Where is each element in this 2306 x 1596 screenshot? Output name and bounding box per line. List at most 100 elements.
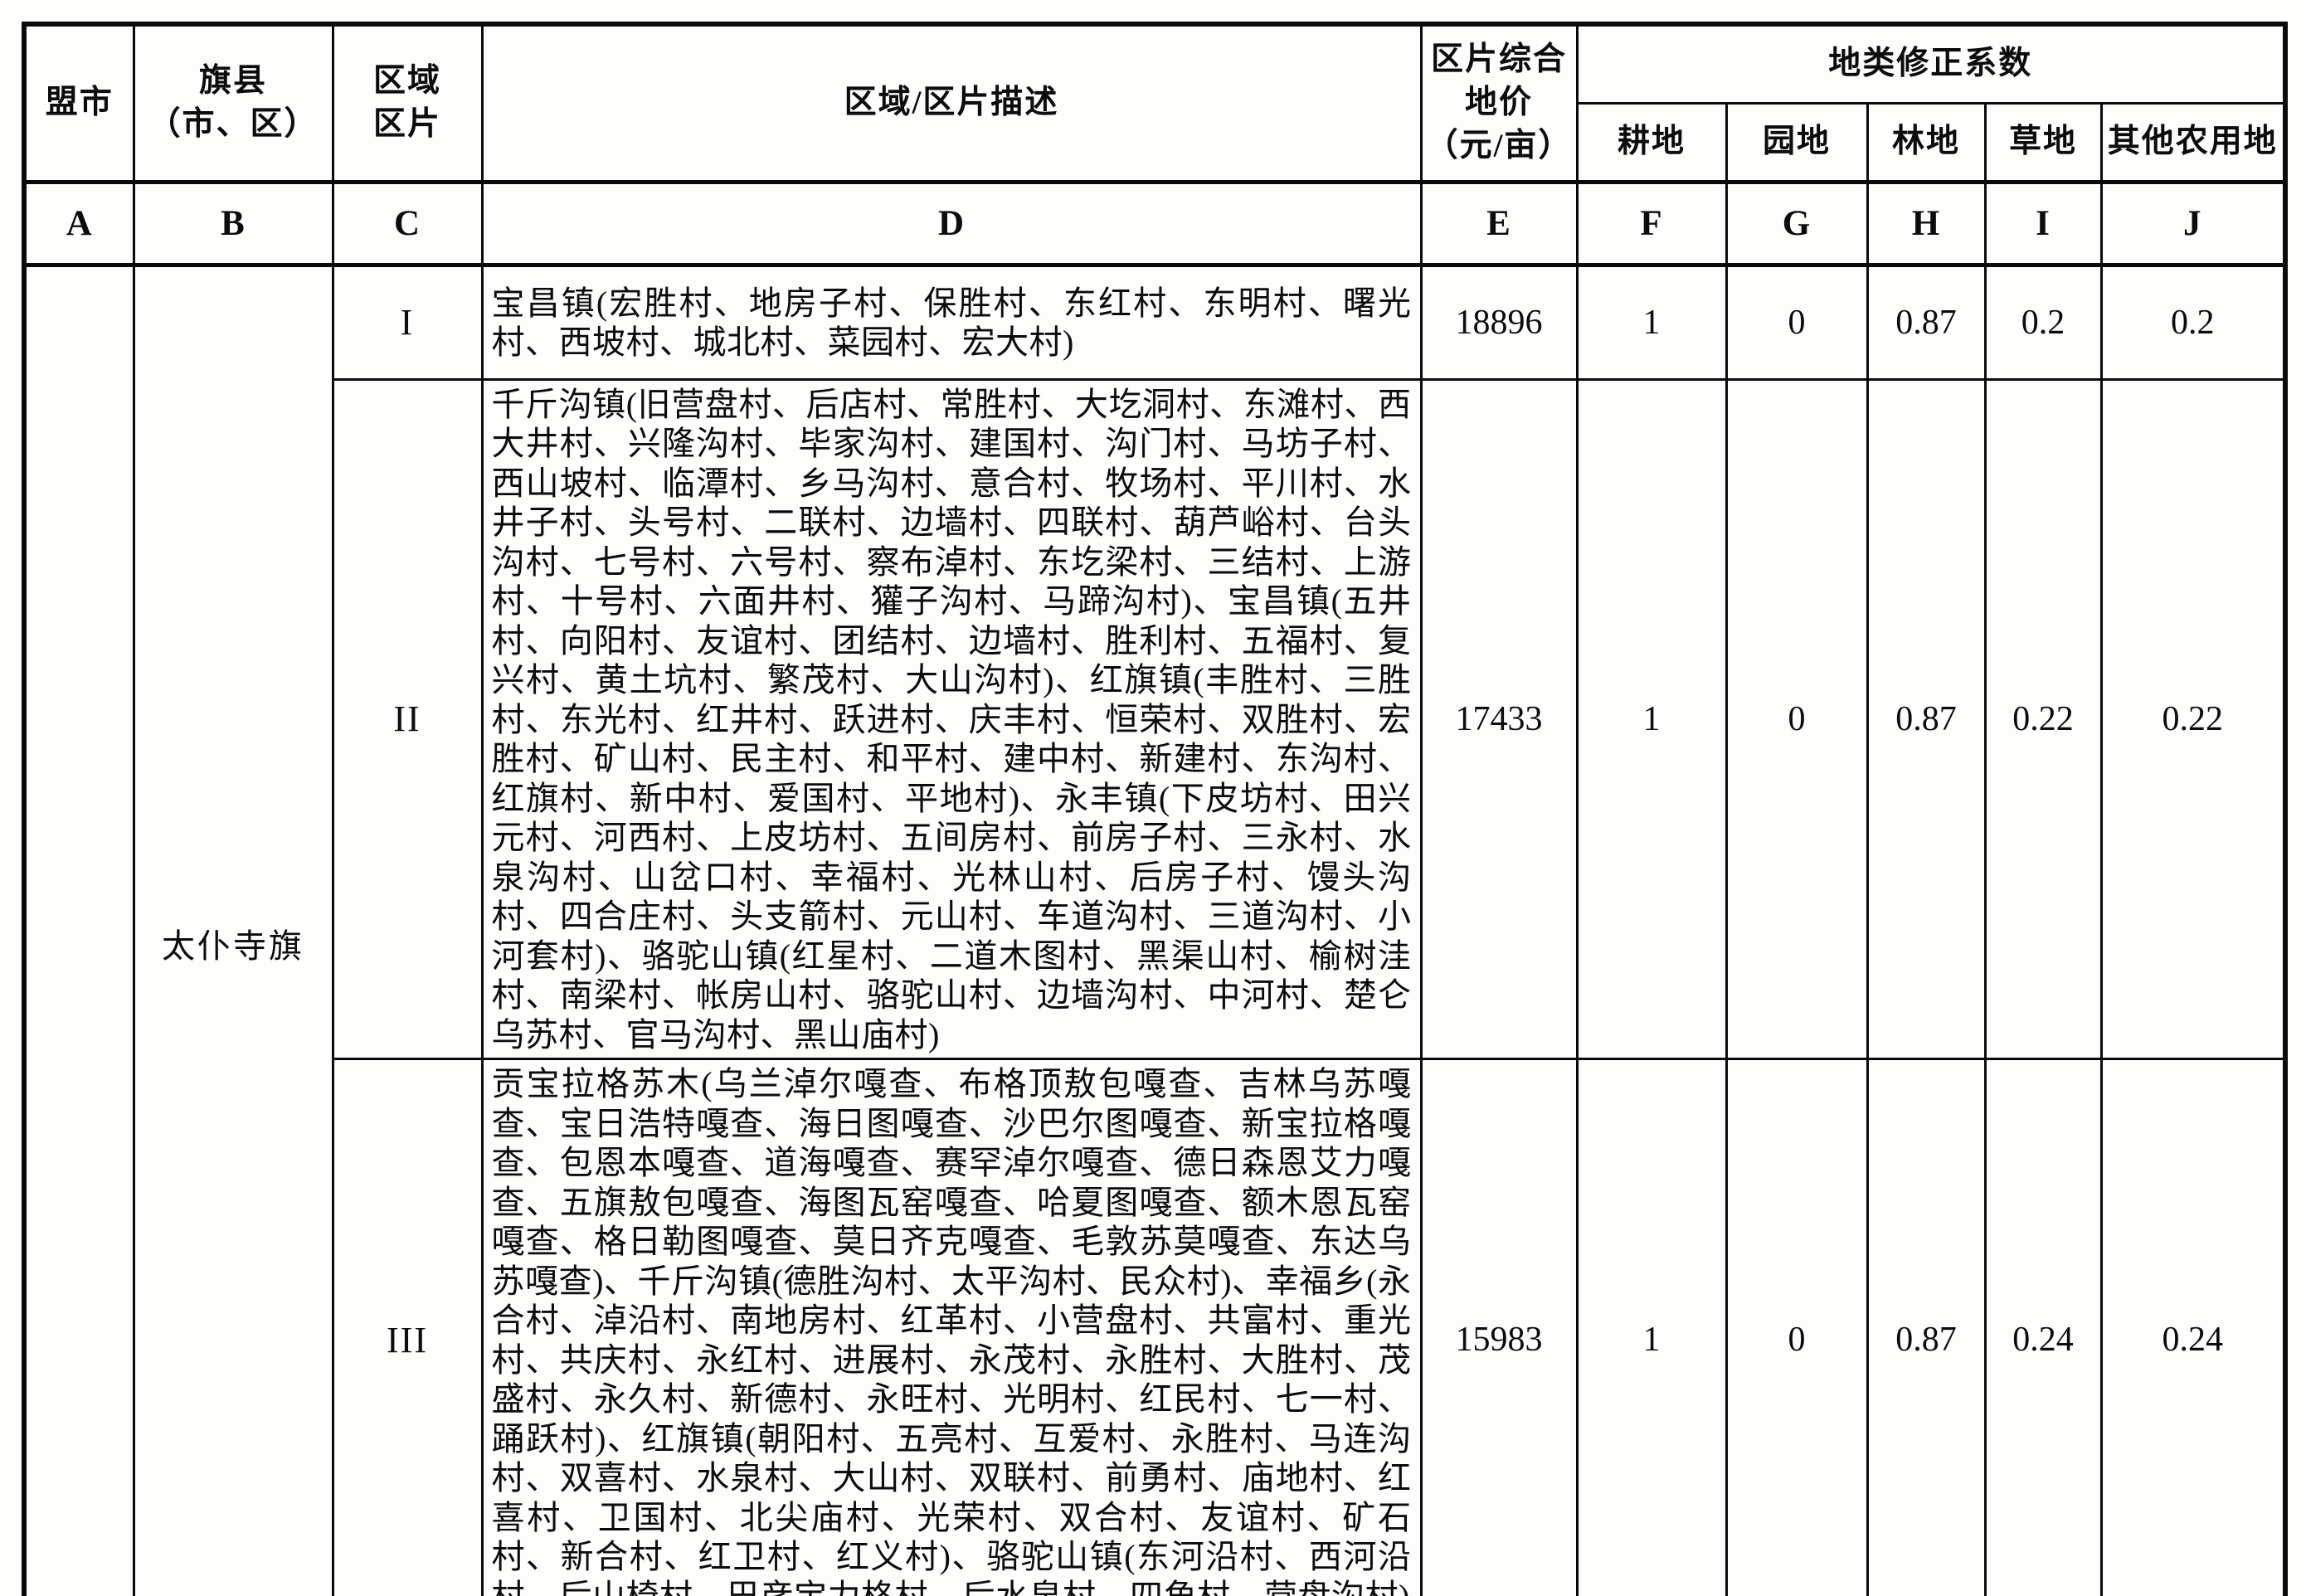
header-coef-cropland-label: 耕地 — [1617, 124, 1686, 159]
header-row-main: 盟市 旗县 （市、区） 区域 区片 区域/区片描述 区片综合 地价 （元/亩） … — [22, 22, 2287, 183]
zone-cell: II — [331, 377, 484, 1060]
zone-value: II — [393, 698, 421, 740]
price-cell: 18896 — [1419, 263, 1579, 381]
coef-cell-garden: 0 — [1725, 377, 1869, 1060]
zone-cell: III — [331, 1058, 484, 1596]
coef-grassland-value: 0.2 — [2021, 303, 2065, 342]
coef-cropland-value: 1 — [1642, 303, 1661, 342]
description-cell: 贡宝拉格苏木(乌兰淖尔嘎查、布格顶敖包嘎查、吉林乌苏嘎查、宝日浩特嘎查、海日图嘎… — [480, 1058, 1423, 1596]
header-coef-group-label: 地类修正系数 — [1828, 46, 2033, 82]
coef-cell-forest: 0.87 — [1866, 263, 1987, 381]
coef-grassland-value: 0.24 — [2012, 1321, 2074, 1359]
header-zone: 区域 区片 — [331, 22, 484, 183]
letter-j-label: J — [2183, 203, 2202, 243]
header-description: 区域/区片描述 — [480, 22, 1423, 183]
price-value: 17433 — [1455, 699, 1543, 738]
coef-cell-other: 0.22 — [2099, 377, 2287, 1060]
coef-cell-other: 0.24 — [2099, 1058, 2287, 1596]
coef-cell-grassland: 0.22 — [1983, 377, 2103, 1060]
column-letter-f: F — [1575, 179, 1728, 267]
description-cell: 宝昌镇(宏胜村、地房子村、保胜村、东红村、东明村、曙光村、西坡村、城北村、菜园村… — [480, 263, 1423, 381]
description-value: 千斤沟镇(旧营盘村、后店村、常胜村、大圪洞村、东滩村、西大井村、兴隆沟村、毕家沟… — [491, 385, 1412, 1053]
column-letter-c: C — [331, 179, 484, 267]
header-coef-grassland: 草地 — [1983, 101, 2103, 183]
column-letter-g: G — [1725, 179, 1869, 267]
column-letter-b: B — [132, 179, 334, 267]
header-description-label: 区域/区片描述 — [844, 85, 1059, 121]
letter-g-label: G — [1782, 203, 1812, 243]
coef-grassland-value: 0.22 — [2012, 699, 2074, 738]
coef-cell-forest: 0.87 — [1866, 1058, 1987, 1596]
coef-cell-garden: 0 — [1725, 1058, 1869, 1596]
land-price-table: 盟市 旗县 （市、区） 区域 区片 区域/区片描述 区片综合 地价 （元/亩） … — [22, 22, 2289, 1596]
price-value: 15983 — [1455, 1321, 1543, 1359]
league-city-cell — [22, 263, 135, 1596]
table-row-zone-1: 太仆寺旗 I 宝昌镇(宏胜村、地房子村、保胜村、东红村、东明村、曙光村、西坡村、… — [22, 263, 2287, 1596]
column-letter-row: A B C D E F G H I J — [22, 179, 2287, 267]
coef-cell-forest: 0.87 — [1866, 377, 1987, 1060]
header-row-coef: 耕地 园地 林地 草地 其他农用地 — [24, 101, 2287, 183]
coef-cell-grassland: 0.2 — [1983, 263, 2103, 381]
price-cell: 17433 — [1419, 377, 1579, 1060]
header-coef-group: 地类修正系数 — [1575, 22, 2287, 105]
column-letter-i: I — [1983, 179, 2103, 267]
letter-e-label: E — [1486, 203, 1511, 243]
county-cell: 太仆寺旗 — [132, 263, 334, 1596]
header-league-city: 盟市 — [22, 22, 135, 183]
coef-cell-garden: 0 — [1725, 263, 1869, 381]
letter-b-label: B — [221, 203, 246, 243]
coef-other-value: 0.2 — [2171, 303, 2215, 342]
coef-garden-value: 0 — [1788, 699, 1806, 738]
letter-c-label: C — [393, 203, 421, 243]
table-row-zone-3: III 贡宝拉格苏木(乌兰淖尔嘎查、布格顶敖包嘎查、吉林乌苏嘎查、宝日浩特嘎查、… — [24, 1058, 2287, 1596]
description-cell: 千斤沟镇(旧营盘村、后店村、常胜村、大圪洞村、东滩村、西大井村、兴隆沟村、毕家沟… — [480, 377, 1423, 1060]
letter-i-label: I — [2036, 203, 2051, 243]
coef-forest-value: 0.87 — [1895, 1321, 1957, 1359]
letter-a-label: A — [66, 203, 93, 243]
header-league-city-label: 盟市 — [45, 85, 114, 121]
coef-other-value: 0.24 — [2162, 1321, 2224, 1359]
description-value: 贡宝拉格苏木(乌兰淖尔嘎查、布格顶敖包嘎查、吉林乌苏嘎查、宝日浩特嘎查、海日图嘎… — [491, 1065, 1412, 1596]
table-row-zone-2: II 千斤沟镇(旧营盘村、后店村、常胜村、大圪洞村、东滩村、西大井村、兴隆沟村、… — [24, 377, 2287, 1060]
header-coef-forest-label: 林地 — [1891, 124, 1960, 159]
price-value: 18896 — [1455, 303, 1543, 342]
header-coef-other: 其他农用地 — [2099, 101, 2287, 183]
header-coef-other-label: 其他农用地 — [2107, 124, 2278, 159]
price-cell: 15983 — [1419, 1058, 1579, 1596]
zone-value: I — [400, 302, 415, 343]
header-coef-grassland-label: 草地 — [2008, 124, 2077, 159]
coef-other-value: 0.22 — [2162, 699, 2224, 738]
letter-h-label: H — [1911, 203, 1941, 243]
coef-cropland-value: 1 — [1642, 1321, 1661, 1359]
column-letter-j: J — [2099, 179, 2287, 267]
coef-cropland-value: 1 — [1642, 699, 1661, 738]
coef-forest-value: 0.87 — [1895, 699, 1957, 738]
coef-cell-cropland: 1 — [1575, 1058, 1728, 1596]
header-zone-label: 区域 区片 — [372, 63, 441, 143]
column-letter-a: A — [22, 179, 135, 267]
county-value: 太仆寺旗 — [162, 927, 304, 965]
coef-cell-other: 0.2 — [2099, 263, 2287, 381]
header-coef-cropland: 耕地 — [1575, 101, 1728, 183]
header-coef-garden: 园地 — [1725, 101, 1869, 183]
column-letter-h: H — [1866, 179, 1987, 267]
header-coef-forest: 林地 — [1866, 101, 1987, 183]
coef-garden-value: 0 — [1788, 1321, 1806, 1359]
header-price: 区片综合 地价 （元/亩） — [1419, 22, 1579, 183]
coef-cell-grassland: 0.24 — [1983, 1058, 2103, 1596]
coef-forest-value: 0.87 — [1895, 303, 1957, 342]
header-county: 旗县 （市、区） — [132, 22, 334, 183]
zone-cell: I — [331, 263, 484, 381]
zone-value: III — [387, 1319, 428, 1360]
coef-garden-value: 0 — [1788, 303, 1806, 342]
header-county-label: 旗县 （市、区） — [148, 63, 319, 143]
header-coef-garden-label: 园地 — [1762, 124, 1831, 159]
coef-cell-cropland: 1 — [1575, 263, 1728, 381]
description-value: 宝昌镇(宏胜村、地房子村、保胜村、东红村、东明村、曙光村、西坡村、城北村、菜园村… — [491, 284, 1412, 362]
letter-d-label: D — [937, 203, 966, 243]
column-letter-e: E — [1419, 179, 1579, 267]
coef-cell-cropland: 1 — [1575, 377, 1728, 1060]
column-letter-d: D — [480, 179, 1423, 267]
header-price-label: 区片综合 地价 （元/亩） — [1425, 41, 1573, 164]
